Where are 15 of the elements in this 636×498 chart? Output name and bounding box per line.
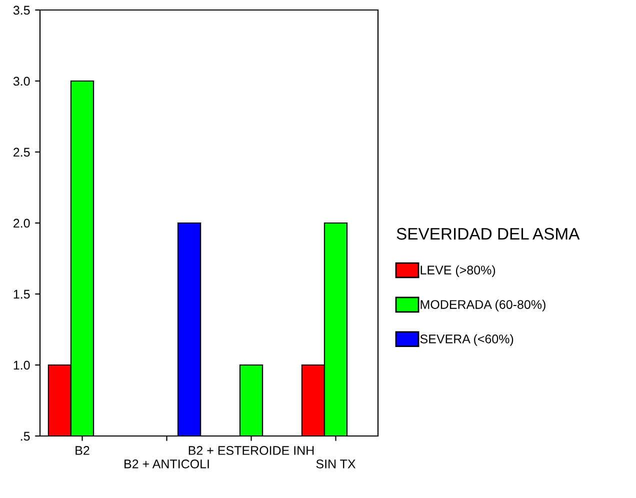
x-tick-label: B2 + ANTICOLI (124, 460, 209, 468)
y-tick-label: 3.5 (13, 6, 30, 15)
y-tick-label: 3.0 (13, 76, 30, 86)
x-tick-label: SIN TX (316, 460, 356, 468)
y-tick-label: 2.5 (14, 148, 30, 157)
y-tick-label: 1.5 (14, 290, 30, 299)
legend-label: LEVE (>80%) (420, 265, 496, 277)
x-tick-label: B2 + ESTEROIDE INH (188, 446, 314, 455)
y-tick-label: 1.0 (14, 360, 30, 370)
legend-label: SEVERA (<60%) (420, 334, 514, 346)
y-tick-label: .5 (20, 432, 30, 441)
x-tick-label: B2 (76, 446, 90, 455)
y-tick-label: 2.0 (14, 218, 30, 228)
legend-title: SEVERIDAD DEL ASMA (396, 228, 580, 240)
legend-label: MODERADA (60-80%) (420, 300, 546, 312)
